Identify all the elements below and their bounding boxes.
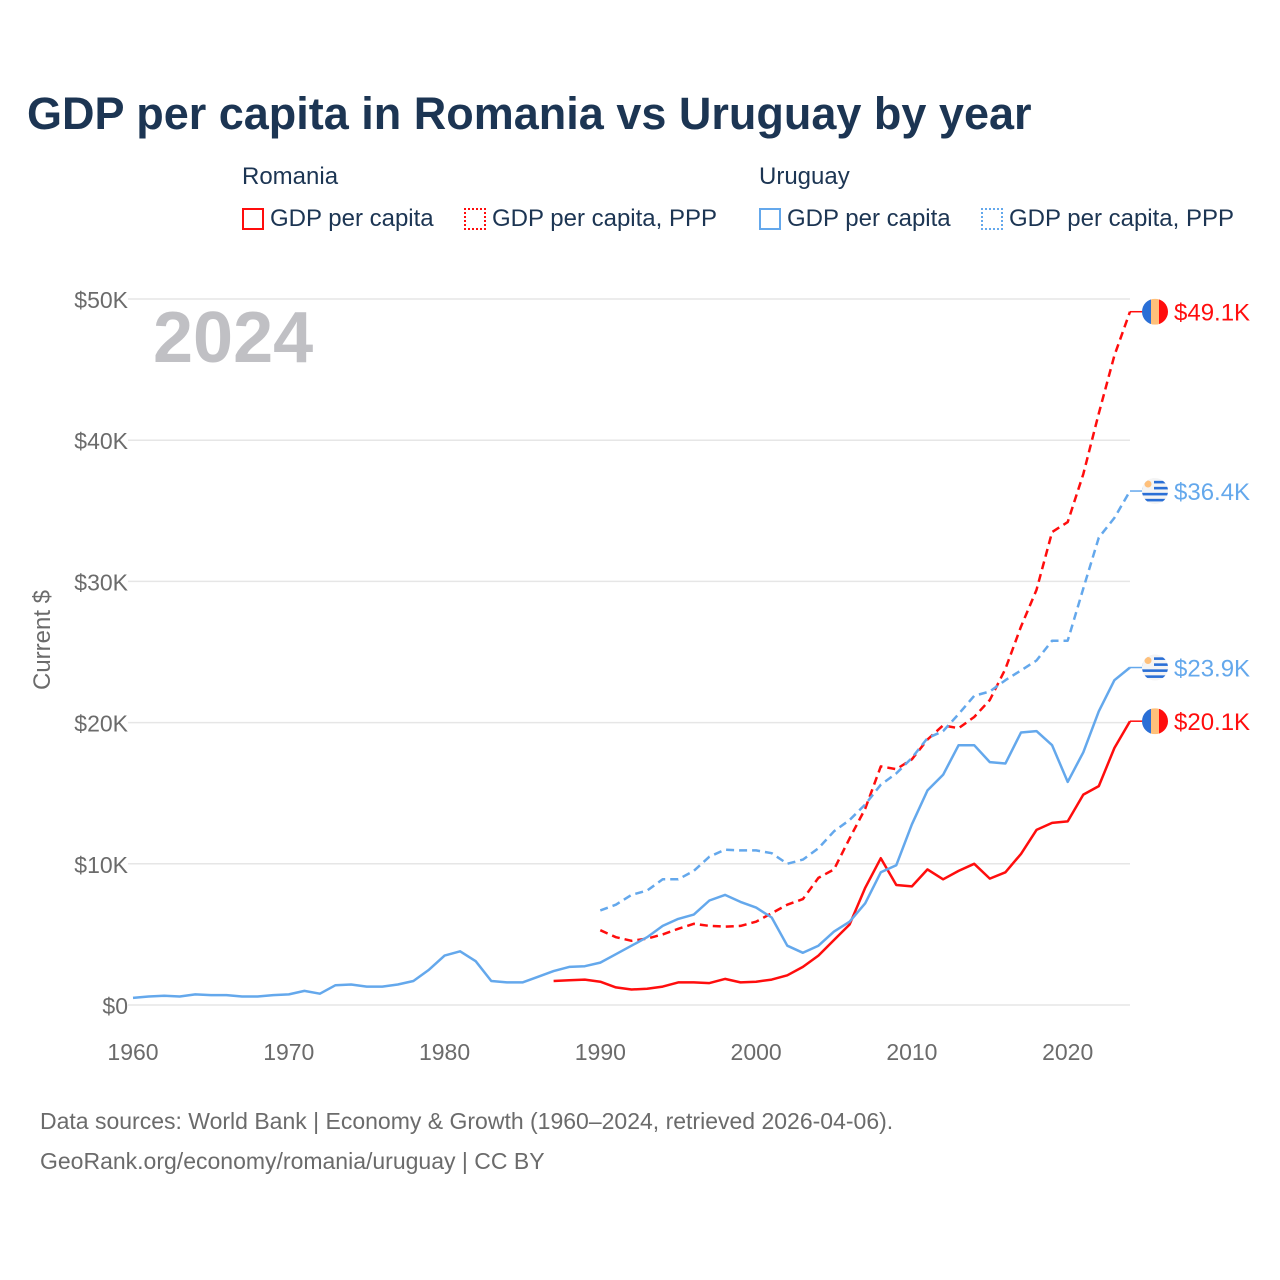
x-tick-label: 2000	[731, 1039, 782, 1065]
end-value-label: $36.4K	[1174, 479, 1250, 506]
flag-stripe	[1142, 663, 1168, 666]
end-value-label: $20.1K	[1174, 709, 1250, 736]
y-axis-label: Current $	[29, 590, 56, 690]
legend-swatch-solid	[242, 208, 264, 230]
footer-link[interactable]: GeoRank.org/economy/romania/uruguay | CC…	[40, 1148, 545, 1174]
y-tick-label: $30K	[74, 569, 128, 595]
flag-stripe	[1142, 480, 1168, 484]
legend-romania-ppp[interactable]: GDP per capita, PPP	[464, 205, 717, 233]
end-value-label: $23.9K	[1174, 656, 1250, 683]
series-line-3	[599, 490, 1132, 912]
flag-sun	[1144, 657, 1152, 665]
legend-label: GDP per capita, PPP	[492, 205, 717, 232]
footer-sources: Data sources: World Bank | Economy & Gro…	[40, 1108, 894, 1134]
legend-group-uruguay: Uruguay	[759, 163, 850, 190]
flag-stripe	[1142, 708, 1151, 735]
legend-uruguay-ppp[interactable]: GDP per capita, PPP	[981, 205, 1234, 233]
romania-flag-icon	[1142, 298, 1168, 325]
legend-label: GDP per capita, PPP	[1009, 205, 1234, 232]
flag-stripe	[1151, 298, 1159, 325]
flag-stripe	[1159, 298, 1168, 325]
flag-stripe	[1142, 657, 1168, 660]
legend-uruguay-gdp[interactable]: GDP per capita	[759, 205, 951, 233]
romania-flag-icon	[1142, 708, 1168, 735]
y-tick-label: $10K	[74, 852, 128, 878]
x-tick-label: 2010	[886, 1039, 937, 1065]
flag-body	[1142, 298, 1168, 325]
x-tick-label: 1960	[107, 1039, 158, 1065]
legend-swatch-dotted	[464, 208, 486, 230]
flag-stripe	[1159, 708, 1168, 735]
flag-body	[1142, 654, 1168, 681]
legend-swatch-dotted	[981, 208, 1003, 230]
x-tick-label: 1990	[575, 1039, 626, 1065]
flag-body	[1142, 708, 1168, 735]
series-line-1	[599, 311, 1132, 943]
flag-stripe	[1142, 492, 1168, 496]
flag-stripe	[1142, 486, 1168, 490]
end-value-label: $49.1K	[1174, 300, 1250, 327]
flag-sun	[1144, 480, 1152, 488]
uruguay-flag-icon	[1142, 654, 1168, 681]
flag-stripe	[1151, 708, 1159, 735]
flag-stripe	[1142, 675, 1168, 678]
flag-stripe	[1142, 298, 1151, 325]
x-tick-label: 2020	[1042, 1039, 1093, 1065]
y-tick-label: $0	[102, 993, 128, 1019]
legend-romania-gdp[interactable]: GDP per capita	[242, 205, 434, 233]
legend-label: GDP per capita	[787, 205, 951, 232]
x-tick-label: 1980	[419, 1039, 470, 1065]
flag-stripe	[1142, 669, 1168, 672]
year-watermark: 2024	[153, 298, 313, 378]
series-line-0	[553, 720, 1132, 991]
y-tick-label: $20K	[74, 711, 128, 737]
flag-body	[1142, 478, 1168, 505]
series-line-2	[132, 666, 1131, 1000]
flag-stripe	[1142, 498, 1168, 502]
chart-title: GDP per capita in Romania vs Uruguay by …	[27, 88, 1032, 139]
legend-swatch-solid	[759, 208, 781, 230]
uruguay-flag-icon	[1142, 478, 1168, 505]
y-tick-label: $50K	[74, 287, 128, 313]
x-tick-label: 1970	[263, 1039, 314, 1065]
y-tick-label: $40K	[74, 428, 128, 454]
legend-label: GDP per capita	[270, 205, 434, 232]
legend-group-romania: Romania	[242, 163, 339, 190]
